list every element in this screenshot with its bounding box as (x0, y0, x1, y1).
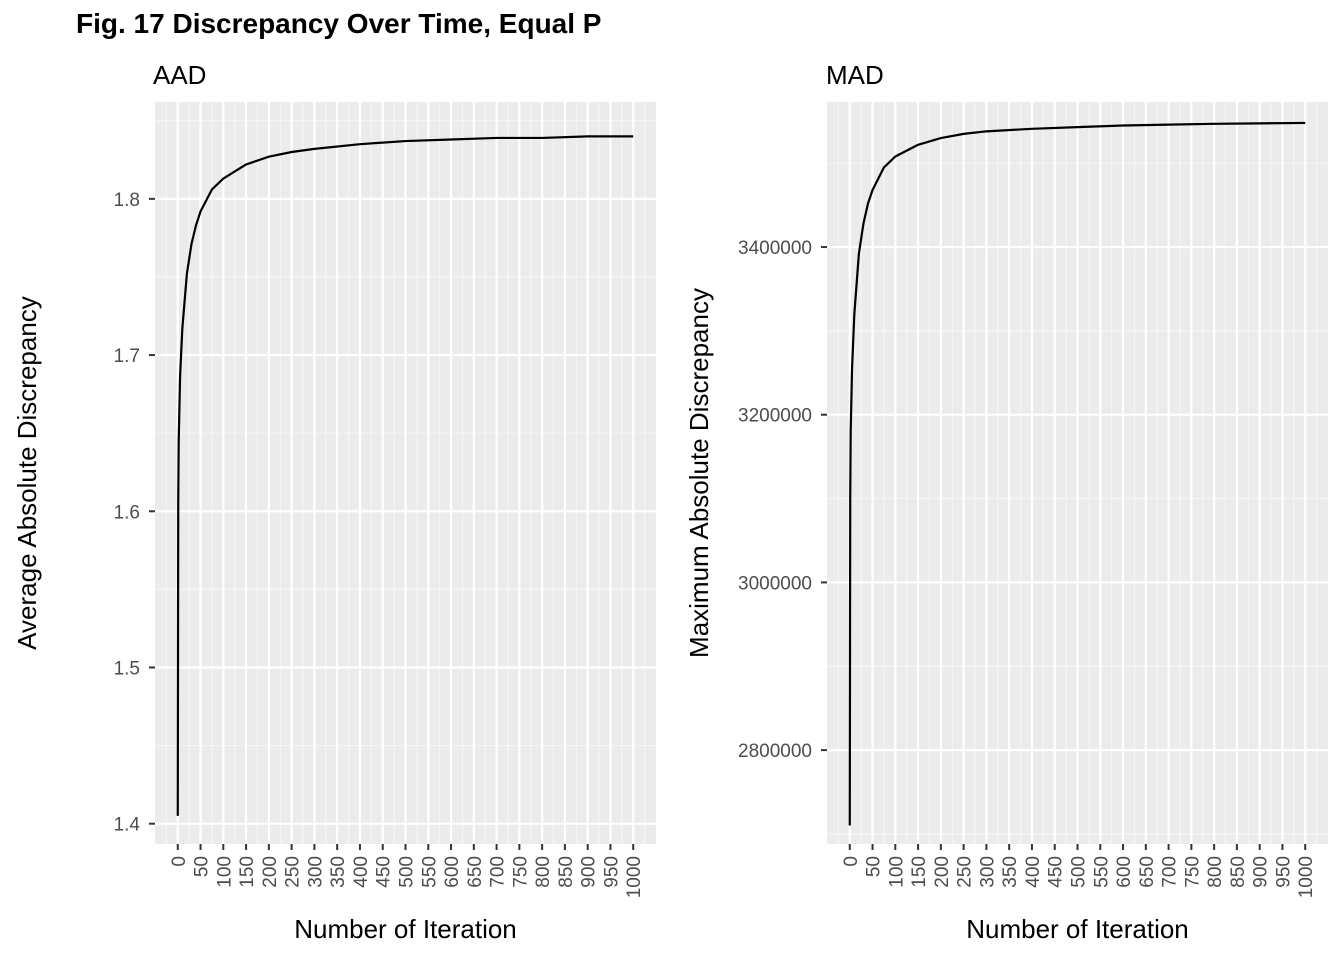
panel-aad-x-tick-label: 750 (510, 856, 531, 888)
panel-aad-x-tick-label: 150 (237, 856, 258, 888)
panel-mad-x-tick-label: 700 (1160, 856, 1181, 888)
panel-mad-y-tick-label: 3200000 (738, 406, 812, 427)
panel-aad-x-tick-label: 200 (260, 856, 281, 888)
panel-mad-x-tick-label: 800 (1205, 856, 1226, 888)
panel-aad-series-line (176, 135, 634, 816)
panel-aad-y-tick-label: 1.8 (114, 190, 140, 211)
panel-mad-x-tick-label: 650 (1137, 856, 1158, 888)
panel-mad-y-axis-title: Maximum Absolute Discrepancy (684, 288, 714, 658)
panel-aad-x-tick-label: 600 (442, 856, 463, 888)
panel-aad-x-tick-label: 1000 (624, 856, 645, 898)
panel-aad-y-tick-label: 1.5 (114, 658, 140, 679)
panel-aad-x-tick-label: 650 (465, 856, 486, 888)
panel-aad-x-tick-label: 800 (533, 856, 554, 888)
panel-aad-y-tick-label: 1.6 (114, 502, 140, 523)
panel-aad-x-tick-label: 100 (214, 856, 235, 888)
panel-mad-x-tick-label: 50 (864, 856, 885, 877)
panel-mad-title: MAD (826, 60, 884, 90)
panel-mad-group: 2800000 3000000 3200000 3400000 0 50 100 150 200… (684, 60, 1328, 944)
panel-aad-y-axis-title: Average Absolute Discrepancy (12, 296, 42, 650)
panel-aad-x-tick-label: 0 (169, 856, 190, 867)
panel-aad-x-tick-label: 900 (579, 856, 600, 888)
panel-mad-x-tick-label: 550 (1091, 856, 1112, 888)
panel-aad-title: AAD (153, 60, 206, 90)
panel-mad-x-tick-label: 250 (955, 856, 976, 888)
panel-aad-y-tick-label: 1.4 (114, 815, 141, 836)
panel-aad-x-tick-label: 350 (328, 856, 349, 888)
panel-aad-x-tick-label: 50 (192, 856, 213, 877)
panel-mad-x-tick-label: 950 (1273, 856, 1294, 888)
panel-mad-x-tick-label: 900 (1251, 856, 1272, 888)
panel-aad-x-tick-label: 850 (556, 856, 577, 888)
panel-mad-x-tick-label: 1000 (1296, 856, 1317, 898)
panel-mad-x-tick-label: 200 (932, 856, 953, 888)
panel-aad-x-axis-title: Number of Iteration (294, 914, 517, 944)
panel-aad-y-tick-label: 1.7 (114, 346, 140, 367)
panel-mad-series-line (848, 121, 1306, 826)
figure-title: Fig. 17 Discrepancy Over Time, Equal P (76, 8, 602, 39)
panel-aad-x-tick-label: 500 (397, 856, 418, 888)
panel-aad-x-tick-label: 300 (305, 856, 326, 888)
panel-aad-x-tick-label: 550 (419, 856, 440, 888)
panel-aad-x-tick-label: 250 (283, 856, 304, 888)
panel-aad-group: 1.4 1.5 1.6 1.7 1.8 0 50 100 150 200 250 300 350 400 4… (12, 60, 656, 944)
panel-mad-x-tick-label: 450 (1046, 856, 1067, 888)
panel-mad-x-tick-label: 100 (886, 856, 907, 888)
panel-mad-y-tick-label: 3400000 (738, 238, 812, 259)
panel-aad-x-tick-label: 700 (488, 856, 509, 888)
panel-mad-x-tick-label: 350 (1000, 856, 1021, 888)
panel-mad-y-tick-label: 3000000 (738, 573, 812, 594)
panel-mad-x-tick-label: 600 (1114, 856, 1135, 888)
panel-mad-x-tick-label: 750 (1182, 856, 1203, 888)
panel-mad-x-tick-label: 850 (1228, 856, 1249, 888)
panel-mad-x-tick-label: 400 (1023, 856, 1044, 888)
panel-aad-x-tick-label: 950 (601, 856, 622, 888)
panel-mad-x-axis-title: Number of Iteration (966, 914, 1189, 944)
panel-aad-x-tick-label: 400 (351, 856, 372, 888)
panel-mad-x-tick-label: 500 (1069, 856, 1090, 888)
panel-mad-y-tick-label: 2800000 (738, 741, 812, 762)
panel-mad-x-tick-label: 300 (977, 856, 998, 888)
panel-mad-x-tick-label: 150 (909, 856, 930, 888)
panel-mad-x-tick-label: 0 (841, 856, 862, 867)
panel-aad-x-tick-label: 450 (374, 856, 395, 888)
